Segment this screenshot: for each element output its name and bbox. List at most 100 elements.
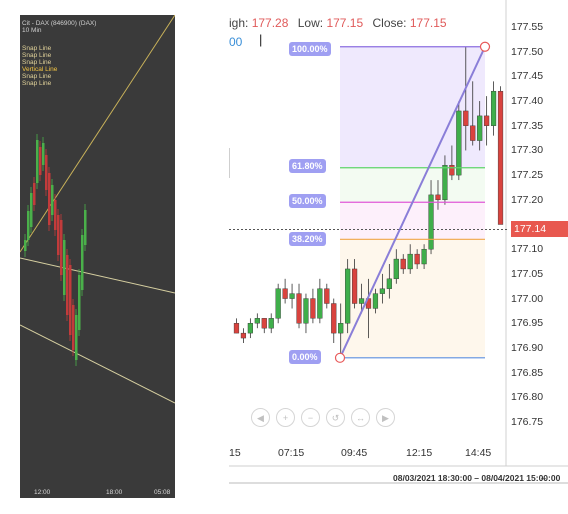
- candle-body: [282, 288, 288, 299]
- price-tick: 177.40: [511, 95, 544, 108]
- time-tick: 12:15: [406, 447, 433, 459]
- scroll-right-button[interactable]: ▶: [376, 408, 395, 427]
- price-tick: 177.20: [511, 193, 544, 206]
- date-range-label: 08/03/2021 18:30:00 – 08/04/2021 15:00:0…: [393, 473, 561, 483]
- snap-line: [20, 324, 175, 404]
- candle-body: [379, 288, 385, 294]
- text-cursor: |: [259, 32, 263, 47]
- left-candle-body: [54, 200, 57, 230]
- close-label: Close:: [372, 16, 407, 30]
- candle-body: [490, 90, 497, 126]
- candle-body: [497, 90, 504, 225]
- zoom-reset-button[interactable]: ↺: [326, 408, 345, 427]
- candle-body: [324, 288, 330, 304]
- candle-body: [421, 248, 427, 265]
- left-candle-body: [51, 185, 54, 215]
- left-candle-body: [72, 305, 75, 350]
- candle-body: [352, 268, 358, 304]
- price-tick: 176.85: [511, 366, 544, 379]
- price-tick: 177.45: [511, 70, 544, 83]
- fib-anchor-handle: [334, 352, 346, 363]
- fib-trend-line: [339, 46, 486, 359]
- fib-band: [340, 202, 485, 240]
- candle-body: [449, 165, 455, 176]
- fib-band: [340, 167, 485, 203]
- time-tick: 07:15: [278, 447, 305, 459]
- scroll-left-button[interactable]: ◀: [251, 408, 270, 427]
- range-dash: –: [541, 473, 547, 483]
- candle-body: [372, 293, 379, 309]
- candle-body: [254, 318, 260, 324]
- legend-item: Snap Line: [22, 52, 52, 59]
- left-x-tick: 18:00: [106, 489, 123, 496]
- candle-body: [275, 288, 281, 319]
- fibonacci-chart-canvas[interactable]: [229, 0, 568, 514]
- right-chart-panel[interactable]: igh: 177.28 Low: 177.15 Close: 177.15 00…: [229, 0, 568, 514]
- price-tick: 177.05: [511, 267, 544, 280]
- low-value: 177.15: [326, 16, 364, 30]
- candle-body: [261, 318, 267, 329]
- zoom-in-button[interactable]: +: [276, 408, 295, 427]
- legend-item: Snap Line: [22, 73, 52, 80]
- left-candle-body: [33, 183, 36, 205]
- left-candle-body: [81, 235, 84, 290]
- interval-label: 10 Min: [22, 27, 42, 34]
- candle-body: [470, 125, 476, 141]
- left-candle-body: [78, 275, 81, 330]
- price-tick: 177.35: [511, 119, 544, 132]
- candle-body: [289, 293, 295, 299]
- candle-body: [477, 115, 483, 141]
- fib-label-0[interactable]: 0.00%: [289, 350, 321, 364]
- zoom-out-button[interactable]: −: [301, 408, 320, 427]
- legend-item: Snap Line: [22, 59, 52, 66]
- price-tick: 177.55: [511, 21, 544, 33]
- candle-body: [233, 323, 240, 334]
- candle-body: [345, 268, 351, 324]
- price-tick: 177.10: [511, 243, 544, 256]
- price-tick: 176.90: [511, 341, 544, 354]
- left-candle-body: [69, 265, 72, 335]
- fib-anchor-handle: [479, 41, 491, 52]
- high-value: 177.28: [251, 16, 289, 30]
- fib-label-61-8[interactable]: 61.80%: [289, 159, 326, 173]
- candle-body: [268, 318, 274, 329]
- left-chart-canvas[interactable]: [20, 15, 175, 498]
- left-chart-panel[interactable]: Cit - DAX (846900) (DAX) 10 Min Snap Lin…: [20, 15, 175, 498]
- fib-label-100[interactable]: 100.00%: [289, 42, 331, 56]
- legend-item: Snap Line: [22, 80, 52, 87]
- candle-body: [331, 303, 337, 334]
- left-candle-body: [66, 255, 69, 315]
- candle-body: [338, 323, 344, 334]
- left-candle-body: [36, 140, 39, 183]
- candle-body: [247, 323, 253, 334]
- left-candle-body: [24, 240, 27, 251]
- candle-body: [442, 165, 448, 201]
- fib-label-50[interactable]: 50.00%: [289, 194, 326, 208]
- legend-item: Snap Line: [22, 45, 52, 52]
- snap-line: [20, 257, 175, 294]
- candle-body: [303, 298, 309, 324]
- left-candle-body: [30, 193, 33, 227]
- left-candle-body: [48, 173, 51, 225]
- price-tick: 176.80: [511, 391, 544, 404]
- candle-body: [317, 288, 323, 319]
- fit-button[interactable]: ↔: [351, 408, 370, 427]
- left-candle-body: [57, 215, 60, 255]
- candle-body: [428, 194, 434, 250]
- fib-label-38-2[interactable]: 38.20%: [289, 232, 326, 246]
- left-candle-body: [63, 240, 66, 295]
- candle-body: [240, 332, 247, 339]
- candle-body: [358, 298, 365, 304]
- left-candle-body: [39, 147, 42, 175]
- indicator-value: 00: [229, 35, 243, 49]
- left-candle-body: [60, 220, 63, 275]
- price-tick: 177.00: [511, 292, 544, 305]
- candle-body: [484, 115, 490, 126]
- candle-body: [414, 253, 420, 265]
- candle-body: [407, 253, 413, 270]
- left-candle-body: [45, 155, 48, 190]
- time-tick: 09:45: [341, 447, 368, 459]
- snap-line: [20, 15, 175, 253]
- candle-body: [393, 258, 399, 280]
- price-tick: 177.30: [511, 144, 544, 157]
